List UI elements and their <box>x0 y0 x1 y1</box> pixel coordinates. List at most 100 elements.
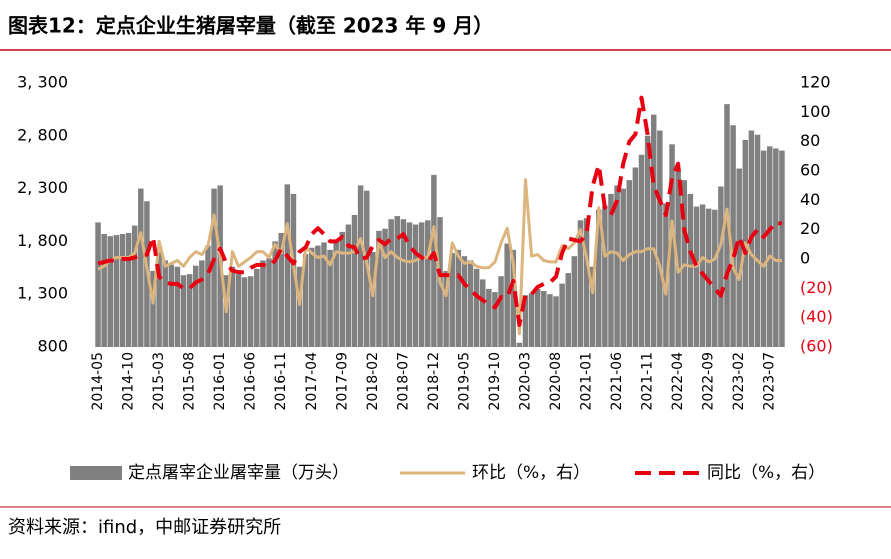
bar <box>559 283 565 347</box>
bar <box>504 243 510 347</box>
bar <box>461 256 468 347</box>
legend-label: 定点屠宰企业屠宰量（万头） <box>128 463 349 483</box>
bar <box>669 144 675 347</box>
dashed-line <box>97 95 783 327</box>
bar <box>712 209 718 347</box>
bar <box>620 188 626 347</box>
bar <box>760 150 767 347</box>
y2-tick-label: 80 <box>800 131 820 150</box>
bar <box>205 245 211 347</box>
y-tick-label: 2, 300 <box>17 178 68 197</box>
bar <box>449 253 455 347</box>
bar <box>498 276 504 347</box>
source: 资料来源：ifind，中邮证券研究所 <box>8 517 281 538</box>
bar <box>254 268 260 347</box>
x-tick-label: 2022-09 <box>701 352 717 411</box>
bar <box>553 296 559 347</box>
bar <box>199 260 205 347</box>
bar <box>626 180 633 347</box>
bar <box>687 193 694 347</box>
bar <box>193 265 199 347</box>
bar <box>125 232 132 347</box>
bar <box>565 273 571 347</box>
bar <box>486 288 492 347</box>
bar <box>724 104 730 348</box>
x-tick-label: 2020-03 <box>517 352 533 411</box>
x-tick-label: 2018-07 <box>395 352 411 411</box>
bar <box>418 222 425 347</box>
x-tick-label: 2019-10 <box>487 352 503 411</box>
bar <box>522 295 529 347</box>
bar <box>657 130 663 347</box>
y2-tick-label: (60) <box>800 337 833 356</box>
bar <box>321 242 327 347</box>
bar <box>138 188 144 347</box>
bar <box>333 240 339 347</box>
x-tick-label: 2023-07 <box>762 352 778 411</box>
bar <box>296 266 303 347</box>
bar <box>443 270 449 347</box>
bar <box>278 232 284 347</box>
bar <box>412 224 419 347</box>
bar <box>162 260 168 347</box>
bar <box>596 209 602 347</box>
y-tick-label: 3, 300 <box>17 73 68 92</box>
x-tick-label: 2022-04 <box>670 352 686 411</box>
bar <box>479 279 486 347</box>
bar <box>95 222 101 347</box>
x-tick-label: 2023-02 <box>731 352 747 411</box>
bar <box>113 235 120 347</box>
y-tick-label: 800 <box>37 337 68 356</box>
bar <box>675 169 681 347</box>
bar <box>571 256 578 347</box>
y2-tick-label: 40 <box>800 190 820 209</box>
x-tick-label: 2019-05 <box>456 352 472 411</box>
bar <box>107 236 114 347</box>
bar <box>101 234 107 347</box>
bar <box>284 184 291 347</box>
bar <box>541 291 547 347</box>
bar <box>174 266 181 347</box>
x-tick-label: 2014-05 <box>90 352 106 411</box>
bar <box>583 218 590 347</box>
y-tick-label: 2, 800 <box>17 125 68 144</box>
bar <box>272 241 278 347</box>
bar <box>467 260 474 347</box>
bar <box>589 266 596 347</box>
x-tick-label: 2015-03 <box>151 352 167 411</box>
bar <box>547 294 553 347</box>
bar <box>718 186 724 347</box>
bar <box>211 188 217 347</box>
bar <box>156 251 162 347</box>
bar <box>357 185 364 347</box>
bar <box>235 274 242 347</box>
bar <box>425 220 431 347</box>
bar <box>608 193 614 347</box>
x-tick-label: 2016-01 <box>212 352 228 411</box>
x-tick-label: 2018-02 <box>365 352 381 411</box>
chart-title: 图表12：定点企业生猪屠宰量（截至 2023 年 9 月） <box>8 14 493 38</box>
legend-swatch <box>70 466 122 480</box>
bar <box>131 225 138 347</box>
bar <box>614 185 620 347</box>
y2-tick-label: (40) <box>800 307 833 326</box>
bar <box>730 125 736 348</box>
bar <box>351 215 358 347</box>
bar <box>577 220 584 347</box>
y2-tick-label: 0 <box>800 249 810 268</box>
x-tick-label: 2020-08 <box>548 352 564 411</box>
bar <box>266 258 272 347</box>
bar <box>650 114 657 348</box>
bar <box>516 342 523 347</box>
bar <box>736 168 742 347</box>
x-tick-label: 2017-04 <box>304 352 320 411</box>
bar <box>339 231 346 347</box>
bar <box>241 277 248 347</box>
bar <box>779 150 785 347</box>
x-tick-label: 2017-09 <box>334 352 350 411</box>
bar <box>345 224 352 347</box>
x-tick-label: 2021-06 <box>609 352 625 411</box>
y-tick-label: 1, 300 <box>17 284 68 303</box>
bar <box>302 254 309 347</box>
